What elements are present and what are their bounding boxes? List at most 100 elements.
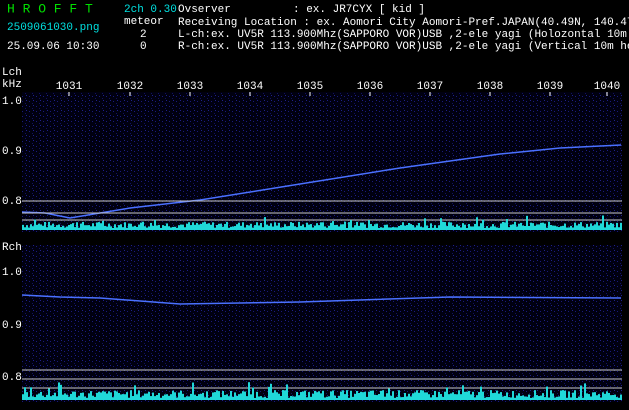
noise-floor-bar [462,385,464,400]
noise-floor-bar [186,223,188,230]
noise-floor-bar [384,224,386,230]
noise-floor-bar [528,394,530,400]
noise-floor-bar [102,391,104,400]
noise-floor-bar [472,391,474,400]
noise-floor-bar [362,392,364,400]
noise-floor-bar [262,227,264,230]
noise-floor-bar [348,397,350,400]
noise-floor-bar [614,394,616,400]
noise-floor-bar [222,226,224,230]
noise-floor-bar [364,391,366,400]
noise-floor-bar [60,227,62,230]
noise-floor-bar [548,397,550,400]
noise-floor-bar [612,395,614,400]
noise-floor-bar [542,393,544,400]
noise-floor-bar [272,226,274,230]
noise-floor-bar [182,393,184,400]
noise-floor-bar [482,391,484,400]
noise-floor-bar [196,222,198,230]
noise-floor-bar [90,391,92,400]
noise-floor-bar [284,390,286,400]
noise-floor-bar [540,395,542,400]
lch-label: Lch [2,67,22,79]
noise-floor-bar [190,225,192,230]
noise-floor-bar [392,391,394,400]
noise-floor-bar [362,222,364,230]
noise-floor-bar [306,397,308,400]
noise-floor-bar [528,225,530,230]
noise-floor-bar [426,225,428,230]
noise-floor-bar [548,221,550,230]
noise-floor-bar [434,390,436,400]
noise-floor-bar [508,397,510,400]
noise-floor-bar [122,227,124,230]
noise-floor-bar [502,221,504,230]
noise-floor-bar [516,395,518,400]
noise-floor-bar [348,222,350,230]
noise-floor-bar [102,220,104,230]
noise-floor-bar [276,392,278,400]
noise-floor-bar [150,222,152,230]
noise-floor-bar [288,225,290,230]
noise-floor-bar [220,223,222,230]
noise-floor-bar [494,226,496,230]
noise-floor-bar [612,223,614,230]
noise-floor-bar [518,393,520,400]
noise-floor-bar [138,224,140,230]
lch-unit: kHz [2,79,22,91]
time-tick-label: 1032 [117,81,143,93]
noise-floor-bar [430,397,432,400]
noise-floor-bar [506,392,508,400]
noise-floor-bar [122,394,124,400]
noise-floor-bar [100,392,102,400]
noise-floor-bar [172,390,174,400]
rch-label: Rch [2,242,22,254]
noise-floor-bar [368,220,370,230]
noise-floor-bar [500,223,502,230]
noise-floor-bar [180,224,182,230]
noise-floor-bar [556,226,558,230]
noise-floor-bar [310,224,312,230]
noise-floor-bar [202,222,204,230]
noise-floor-bar [434,225,436,230]
noise-floor-bar [470,226,472,230]
noise-floor-bar [396,227,398,230]
noise-floor-bar [170,394,172,400]
noise-floor-bar [52,223,54,230]
noise-floor-bar [154,220,156,230]
noise-floor-bar [606,221,608,230]
noise-floor-bar [306,222,308,230]
noise-floor-bar [62,225,64,230]
noise-floor-bar [580,385,582,400]
noise-floor-bar [240,393,242,400]
noise-floor-bar [110,226,112,230]
noise-floor-bar [586,223,588,230]
noise-floor-bar [378,393,380,400]
noise-floor-bar [218,223,220,230]
noise-floor-bar [198,224,200,230]
noise-floor-bar [228,396,230,400]
noise-floor-bar [328,396,330,400]
noise-floor-bar [574,222,576,230]
noise-floor-bar [118,393,120,400]
noise-floor-bar [234,226,236,230]
noise-floor-bar [196,396,198,400]
noise-floor-bar [266,397,268,400]
noise-floor-bar [416,390,418,400]
noise-floor-bar [520,222,522,230]
noise-floor-bar [354,393,356,400]
noise-floor-bar [232,396,234,400]
noise-floor-bar [410,224,412,230]
noise-floor-bar [366,396,368,400]
noise-floor-bar [174,392,176,400]
datetime: 25.09.06 10:30 [7,41,99,53]
noise-floor-bar [238,222,240,230]
noise-floor-bar [522,225,524,230]
noise-floor-bar [526,215,528,230]
noise-floor-bar [618,227,620,230]
noise-floor-bar [238,394,240,400]
noise-floor-bar [158,224,160,230]
noise-floor-bar [360,391,362,400]
noise-floor-bar [394,397,396,400]
noise-floor-bar [588,226,590,230]
